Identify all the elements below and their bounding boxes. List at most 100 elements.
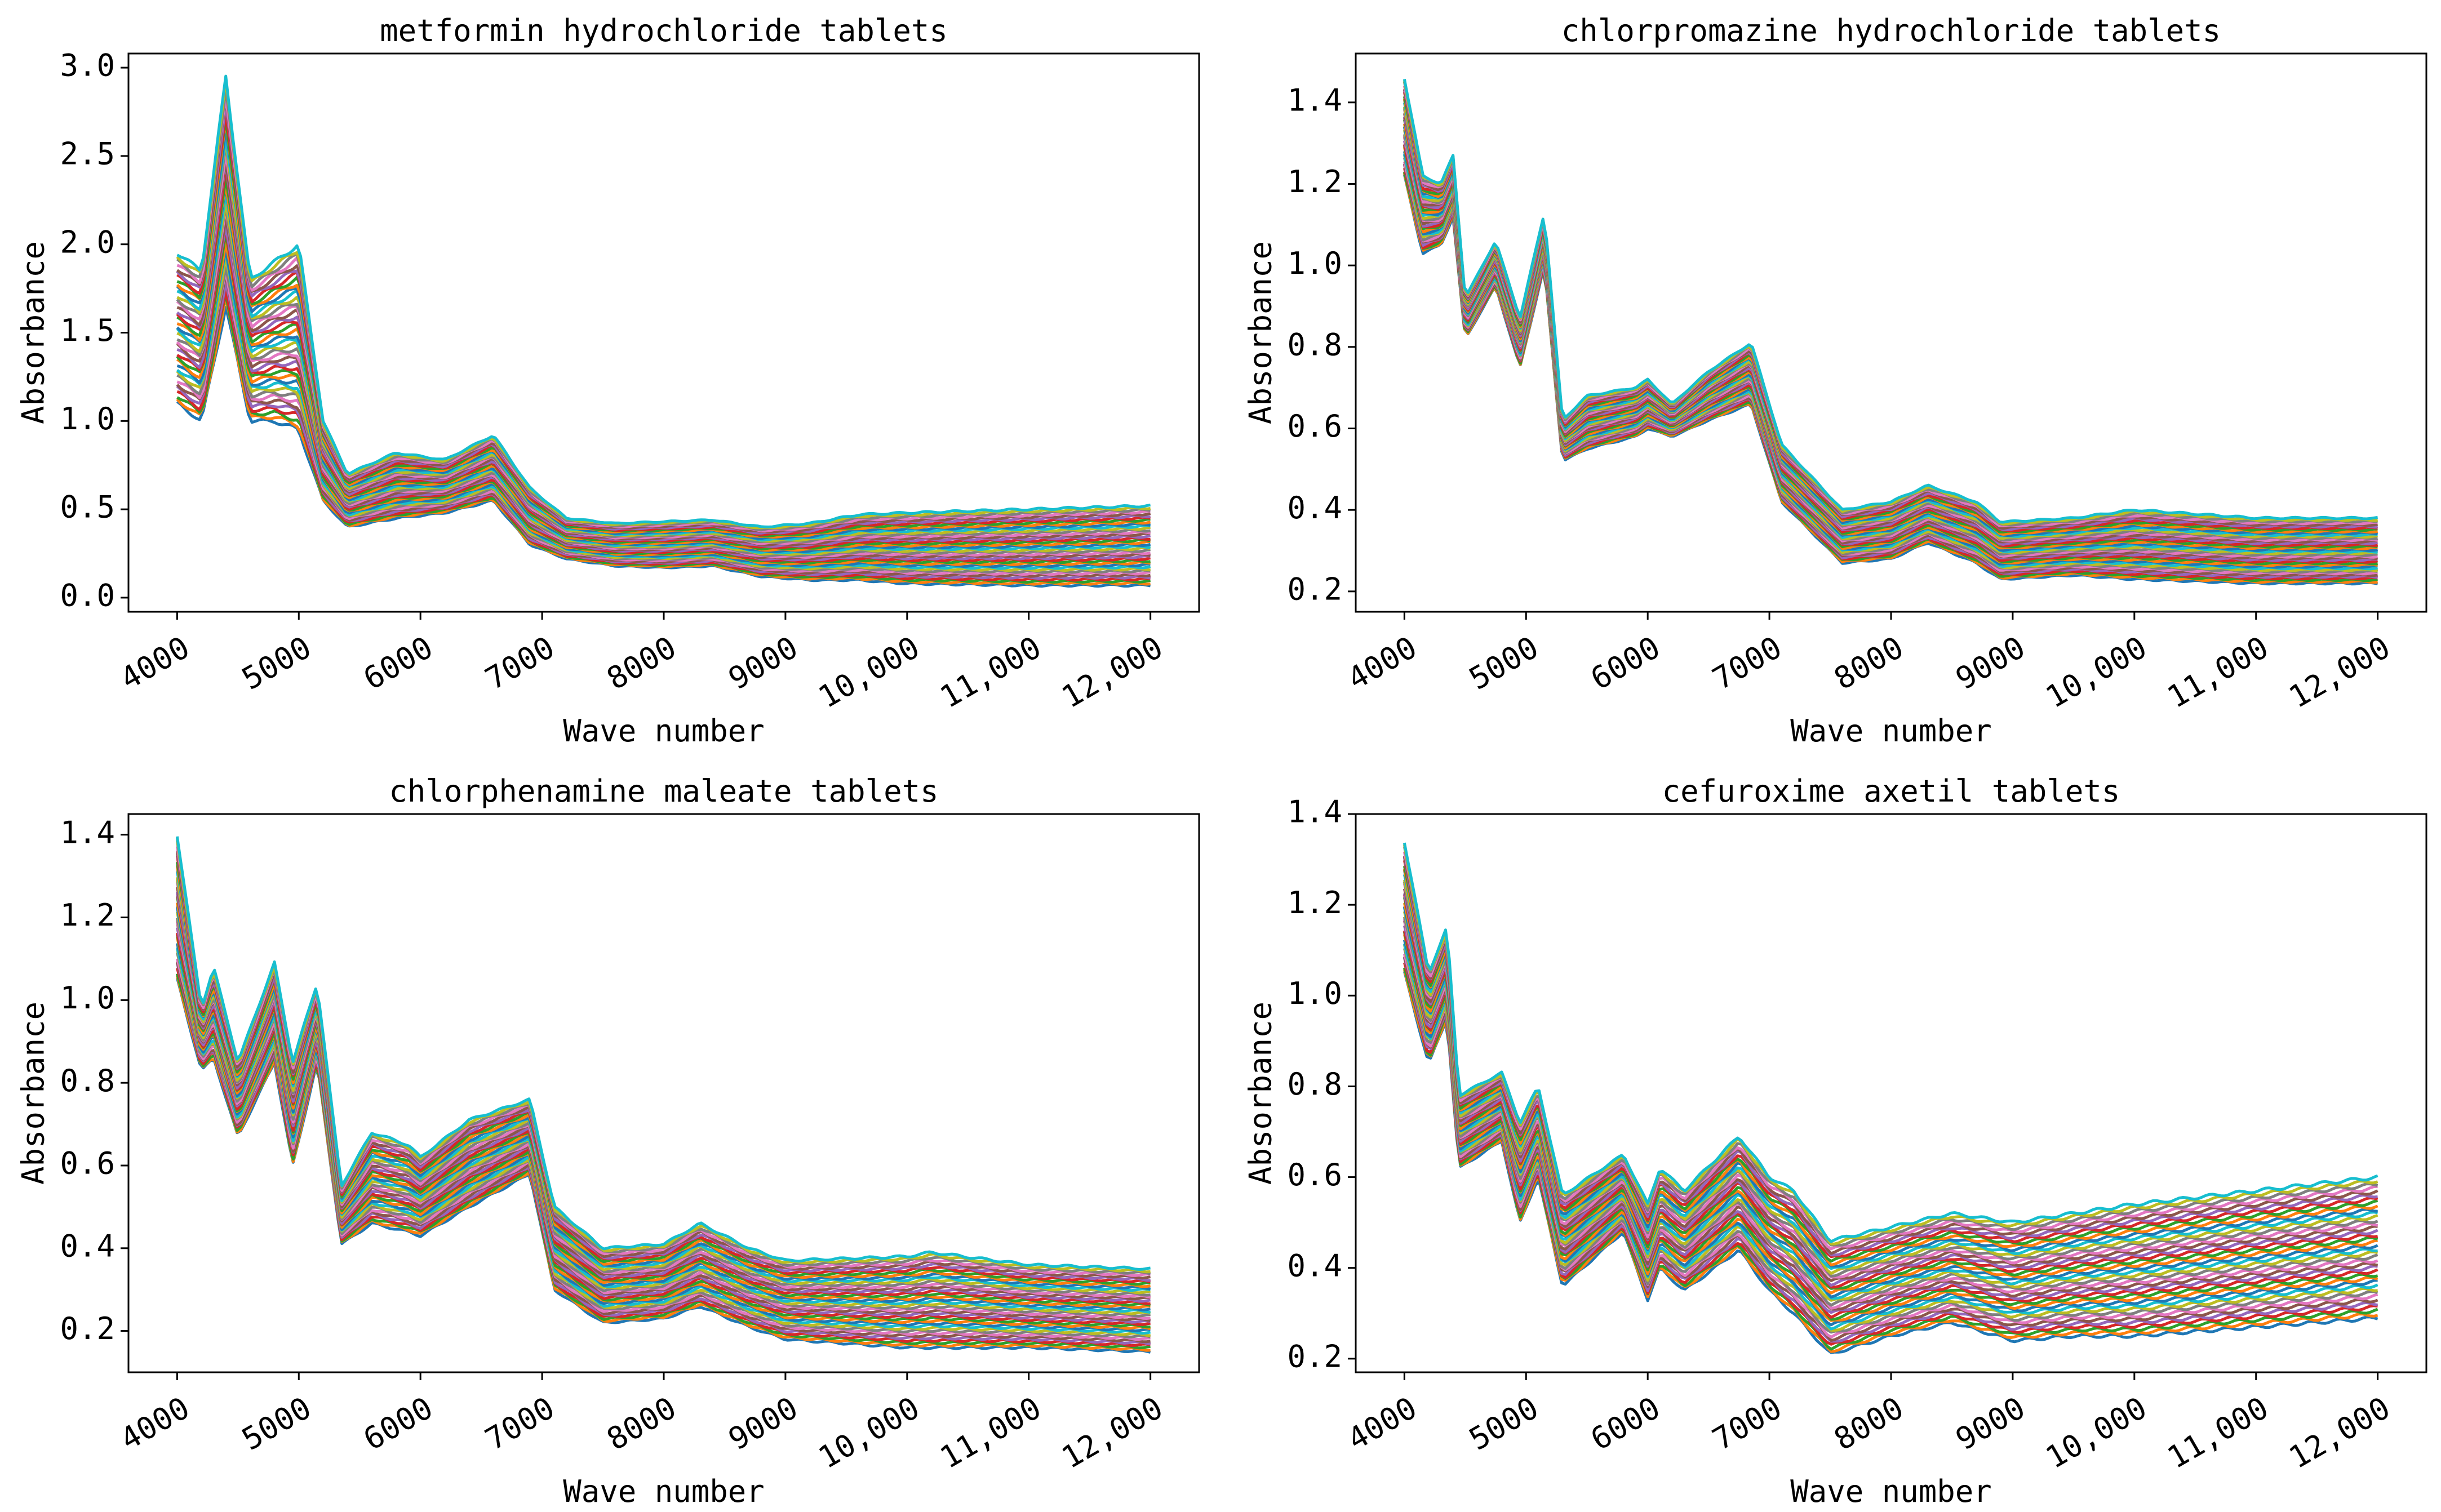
x-tick-label: 5000 [1463, 629, 1545, 697]
spectrum-line [1403, 888, 2378, 1282]
spectra-group [175, 836, 1151, 1354]
y-tick-label: 1.4 [1287, 794, 1342, 830]
y-tick-label: 1.4 [1287, 82, 1342, 118]
spectrum-line [1403, 79, 2378, 524]
x-tick-label: 9000 [722, 1390, 804, 1457]
panel-metformin: 4000 5000 6000 7000 8000 9000 10,000 11,000 12,0… [16, 13, 1200, 749]
y-axis-label: Absorbance [16, 1002, 51, 1185]
x-tick-label: 12,000 [2283, 629, 2396, 715]
x-axis-label: Wave number [1790, 1474, 1992, 1509]
y-tick-label: 1.0 [60, 401, 115, 437]
x-axis-label: Wave number [1790, 713, 1992, 749]
spectrum-line [1403, 894, 2378, 1289]
spectrum-line [1403, 962, 2378, 1346]
y-tick-label: 2.5 [60, 136, 115, 172]
spectrum-line [1403, 144, 2378, 564]
x-tick-label: 10,000 [813, 1390, 925, 1475]
x-tick-label: 4000 [1342, 629, 1423, 697]
spectrum-line [1403, 944, 2378, 1332]
y-tick-label: 1.2 [1287, 164, 1342, 199]
spectra-group [176, 74, 1151, 588]
spectrum-line [1403, 865, 2378, 1263]
y-axis-label: Absorbance [16, 241, 51, 424]
x-tick-label: 9000 [722, 629, 804, 697]
x-tick-label: 5000 [236, 1390, 317, 1457]
x-tick-label: 11,000 [934, 1390, 1047, 1475]
chart-title: cefuroxime axetil tablets [1662, 773, 2120, 809]
spectrum-line [1403, 136, 2378, 561]
panel-chlorphenamine: 4000 5000 6000 7000 8000 9000 10,000 11,000 12,0… [16, 773, 1200, 1509]
x-tick-label: 4000 [114, 629, 196, 697]
chart-title: chlorpromazine hydrochloride tablets [1561, 13, 2221, 48]
x-tick-label: 10,000 [2040, 1390, 2152, 1475]
x-tick-label: 8000 [601, 629, 682, 697]
y-axis-label: Absorbance [1243, 1002, 1279, 1185]
y-tick-label: 0.4 [60, 1228, 115, 1264]
y-tick-label: 0.0 [60, 578, 115, 613]
y-tick-label: 0.6 [1287, 1157, 1342, 1193]
x-tick-label: 5000 [1463, 1390, 1545, 1457]
y-tick-label: 3.0 [60, 48, 115, 83]
x-tick-label: 4000 [114, 1390, 196, 1457]
x-tick-label: 7000 [479, 1390, 560, 1457]
x-tick-label: 8000 [1828, 629, 1909, 697]
spectrum-line [1403, 842, 2378, 1243]
x-tick-label: 6000 [358, 629, 439, 697]
y-tick-label: 0.4 [1287, 490, 1342, 526]
panel-cefuroxime: 4000 5000 6000 7000 8000 9000 10,000 11,000 12,0… [1243, 773, 2427, 1509]
x-tick-label: 6000 [358, 1390, 439, 1457]
spectrum-line [1403, 907, 2378, 1300]
spectrum-line [1403, 140, 2378, 562]
x-tick-label: 6000 [1585, 1390, 1666, 1457]
y-axis-label: Absorbance [1243, 241, 1279, 424]
spectrum-line [1403, 939, 2378, 1327]
spectrum-line [176, 74, 1151, 528]
spectrum-line [1403, 851, 2378, 1251]
x-tick-label: 9000 [1950, 1390, 2031, 1457]
chart-title: chlorphenamine maleate tablets [389, 773, 938, 809]
y-tick-label: 0.2 [1287, 571, 1342, 607]
y-tick-label: 2.0 [60, 224, 115, 260]
y-tick-label: 1.4 [60, 815, 115, 850]
spectrum-line [176, 205, 1151, 558]
y-tick-label: 1.2 [60, 897, 115, 933]
spectrum-line [1403, 902, 2378, 1295]
x-tick-label: 12,000 [1056, 1390, 1169, 1475]
spectrum-line [1403, 925, 2378, 1314]
y-tick-label: 0.6 [60, 1146, 115, 1181]
spectrum-line [1403, 135, 2378, 559]
chart-title: metformin hydrochloride tablets [380, 13, 948, 48]
y-tick-label: 0.8 [60, 1063, 115, 1099]
y-tick-label: 1.0 [60, 980, 115, 1016]
spectrum-line [175, 836, 1151, 1271]
y-tick-label: 0.8 [1287, 327, 1342, 362]
y-tick-label: 0.4 [1287, 1248, 1342, 1283]
x-tick-label: 10,000 [813, 629, 925, 715]
y-tick-label: 0.8 [1287, 1066, 1342, 1102]
spectrum-line [176, 216, 1151, 561]
spectrum-line [176, 207, 1151, 559]
y-tick-label: 1.5 [60, 313, 115, 348]
x-tick-label: 7000 [1706, 1390, 1787, 1457]
x-axis-label: Wave number [563, 713, 765, 749]
y-tick-label: 0.2 [60, 1311, 115, 1346]
x-tick-label: 11,000 [2162, 1390, 2274, 1475]
x-tick-label: 5000 [236, 629, 317, 697]
panel-chlorpromazine: 4000 5000 6000 7000 8000 9000 10,000 11,000 12,0… [1243, 13, 2427, 749]
x-tick-label: 10,000 [2040, 629, 2152, 715]
spectrum-line [1403, 931, 2378, 1321]
y-tick-label: 0.5 [60, 490, 115, 525]
x-tick-label: 9000 [1950, 629, 2031, 697]
y-tick-label: 0.6 [1287, 408, 1342, 444]
y-tick-label: 1.0 [1287, 246, 1342, 281]
y-tick-label: 1.0 [1287, 976, 1342, 1011]
x-tick-label: 7000 [1706, 629, 1787, 697]
x-tick-label: 7000 [479, 629, 560, 697]
spectrum-line [176, 241, 1151, 566]
spectrum-line [1403, 870, 2378, 1268]
x-tick-label: 11,000 [934, 629, 1047, 715]
spectra-group [1403, 79, 2378, 586]
x-tick-label: 12,000 [2283, 1390, 2396, 1475]
x-tick-label: 12,000 [1056, 629, 1169, 715]
